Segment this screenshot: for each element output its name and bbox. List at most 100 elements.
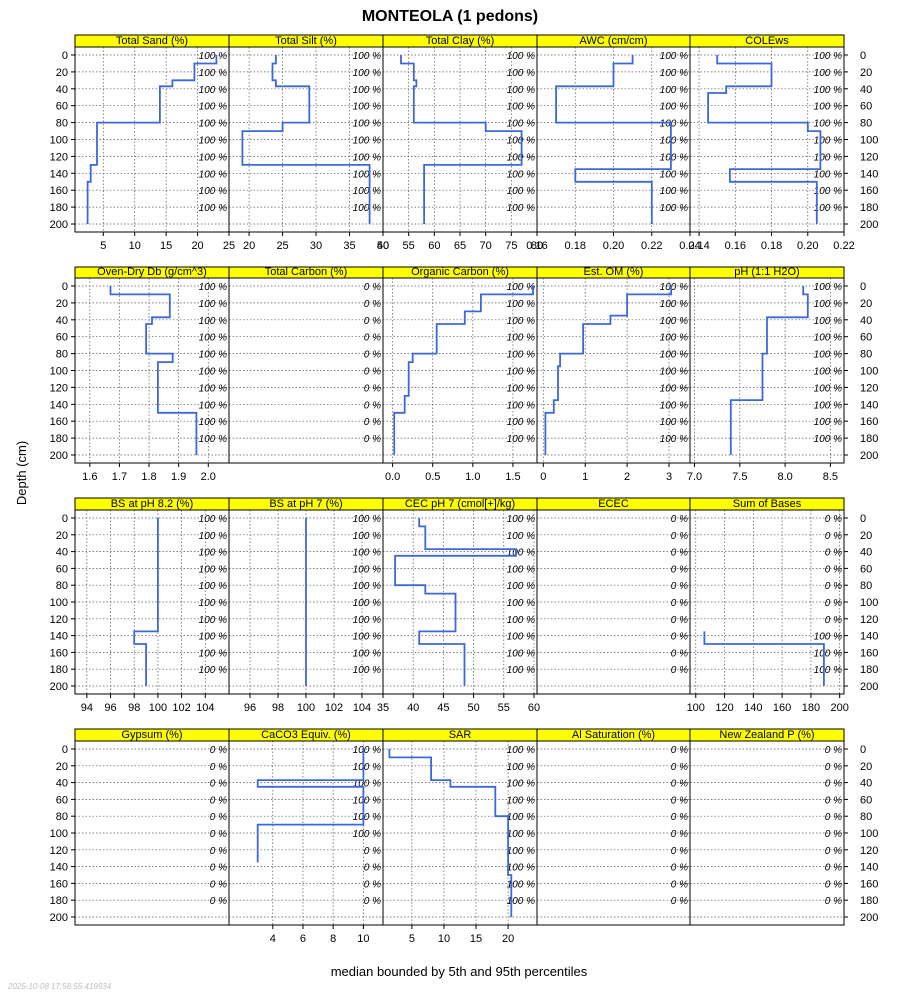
y-tick-label-right: 160 — [860, 416, 878, 428]
y-tick-label-right: 180 — [860, 202, 878, 214]
y-tick-label-right: 140 — [860, 168, 878, 180]
percent-label: 100 % — [507, 367, 535, 378]
x-tick-label: 8.0 — [777, 471, 792, 483]
y-tick-label-left: 120 — [50, 614, 68, 626]
y-tick-label-left: 200 — [50, 219, 68, 231]
percent-label: 100 % — [507, 598, 535, 609]
panel-strip-label: Total Carbon (%) — [265, 266, 348, 278]
x-tick-label: 0.14 — [688, 240, 709, 252]
y-tick-label-right: 180 — [860, 895, 878, 907]
y-tick-label-left: 60 — [56, 101, 68, 113]
y-tick-label-right: 200 — [860, 912, 878, 924]
percent-label: 100 % — [353, 581, 381, 592]
percent-label: 100 % — [353, 564, 381, 575]
x-tick-label: 0.24 — [679, 240, 700, 252]
y-tick-label-left: 100 — [50, 135, 68, 147]
x-tick-label: 0.18 — [565, 240, 586, 252]
percent-label: 100 % — [507, 564, 535, 575]
x-tick-label: 180 — [802, 702, 820, 714]
percent-label: 100 % — [507, 282, 535, 293]
x-tick-label: 60 — [428, 240, 440, 252]
percent-label: 100 % — [507, 51, 535, 62]
x-tick-label: 100 — [687, 702, 705, 714]
percent-label: 100 % — [353, 186, 381, 197]
panel-4: AWC (cm/cm) 100 % 100 % 100 % 100 % 100 % 100 … — [526, 34, 701, 252]
percent-label: 0 % — [671, 548, 688, 559]
x-tick-label: 0.20 — [603, 240, 624, 252]
percent-label: 100 % — [353, 615, 381, 626]
panel-strip-label: ECEC — [598, 498, 629, 510]
percent-label: 100 % — [353, 632, 381, 643]
percent-label: 0 % — [364, 417, 381, 428]
percent-label: 100 % — [199, 136, 227, 147]
x-tick-label: 0.18 — [761, 240, 782, 252]
percent-label: 100 % — [199, 367, 227, 378]
percent-label: 0 % — [825, 762, 842, 773]
percent-label: 0 % — [210, 745, 227, 756]
x-tick-label: 1.7 — [112, 471, 127, 483]
percent-label: 100 % — [814, 152, 842, 163]
percent-label: 100 % — [199, 383, 227, 394]
percent-label: 100 % — [814, 136, 842, 147]
x-tick-label: 98 — [128, 702, 140, 714]
x-tick-label: 10 — [129, 240, 141, 252]
x-tick-label: 45 — [437, 702, 449, 714]
median-profile-line — [388, 749, 513, 917]
y-tick-label-left: 200 — [50, 681, 68, 693]
percent-label: 100 % — [507, 333, 535, 344]
percent-label: 0 % — [671, 648, 688, 659]
y-tick-label-left: 80 — [56, 118, 68, 130]
x-tick-label: 35 — [343, 240, 355, 252]
percent-label: 100 % — [814, 282, 842, 293]
percent-label: 0 % — [671, 863, 688, 874]
panel-16: Gypsum (%) 0 % 0 % 0 % 0 % 0 % 0 % 0 % 0 % 0 % 0 %… — [50, 728, 230, 926]
panel-5: COLEws 100 % 100 % 100 % 100 % 100 % 100 % 100 … — [688, 34, 878, 252]
x-tick-label: 98 — [272, 702, 284, 714]
panel-strip-label: Sum of Bases — [733, 498, 802, 510]
percent-label: 0 % — [825, 896, 842, 907]
y-tick-label-left: 0 — [62, 50, 68, 62]
percent-label: 0 % — [210, 896, 227, 907]
percent-label: 0 % — [210, 829, 227, 840]
x-tick-label: 1.0 — [465, 471, 480, 483]
x-tick-label: 96 — [244, 702, 256, 714]
percent-label: 100 % — [814, 119, 842, 130]
y-tick-label-left: 120 — [50, 845, 68, 857]
x-tick-label: 1.6 — [82, 471, 97, 483]
y-tick-label-right: 100 — [860, 828, 878, 840]
percent-label: 0 % — [825, 514, 842, 525]
percent-label: 100 % — [353, 68, 381, 79]
y-tick-label-left: 140 — [50, 168, 68, 180]
percent-label: 100 % — [199, 51, 227, 62]
percent-label: 100 % — [353, 531, 381, 542]
y-tick-label-right: 200 — [860, 219, 878, 231]
percent-label: 100 % — [660, 417, 688, 428]
percent-label: 100 % — [660, 333, 688, 344]
panel-strip-label: BS at pH 8.2 (%) — [111, 498, 194, 510]
median-profile-line — [703, 631, 825, 686]
x-tick-label: 50 — [467, 702, 479, 714]
percent-label: 100 % — [814, 186, 842, 197]
x-tick-label: 102 — [172, 702, 190, 714]
x-tick-label: 200 — [831, 702, 849, 714]
percent-label: 100 % — [660, 434, 688, 445]
timestamp: 2025-10-08 17:58:55.419934 — [7, 982, 112, 991]
percent-label: 0 % — [825, 846, 842, 857]
x-tick-label: 5 — [409, 933, 415, 945]
percent-label: 100 % — [199, 316, 227, 327]
y-tick-label-right: 80 — [860, 811, 872, 823]
y-tick-label-left: 180 — [50, 664, 68, 676]
median-profile-line — [86, 55, 218, 224]
percent-label: 100 % — [507, 119, 535, 130]
y-tick-label-right: 0 — [860, 513, 866, 525]
x-tick-label: 65 — [454, 240, 466, 252]
x-tick-label: 40 — [377, 240, 389, 252]
percent-label: 100 % — [199, 68, 227, 79]
percent-label: 0 % — [671, 632, 688, 643]
y-tick-label-left: 180 — [50, 895, 68, 907]
y-tick-label-left: 60 — [56, 563, 68, 575]
percent-label: 0 % — [210, 779, 227, 790]
percent-label: 100 % — [507, 400, 535, 411]
percent-label: 100 % — [507, 383, 535, 394]
percent-label: 100 % — [660, 68, 688, 79]
